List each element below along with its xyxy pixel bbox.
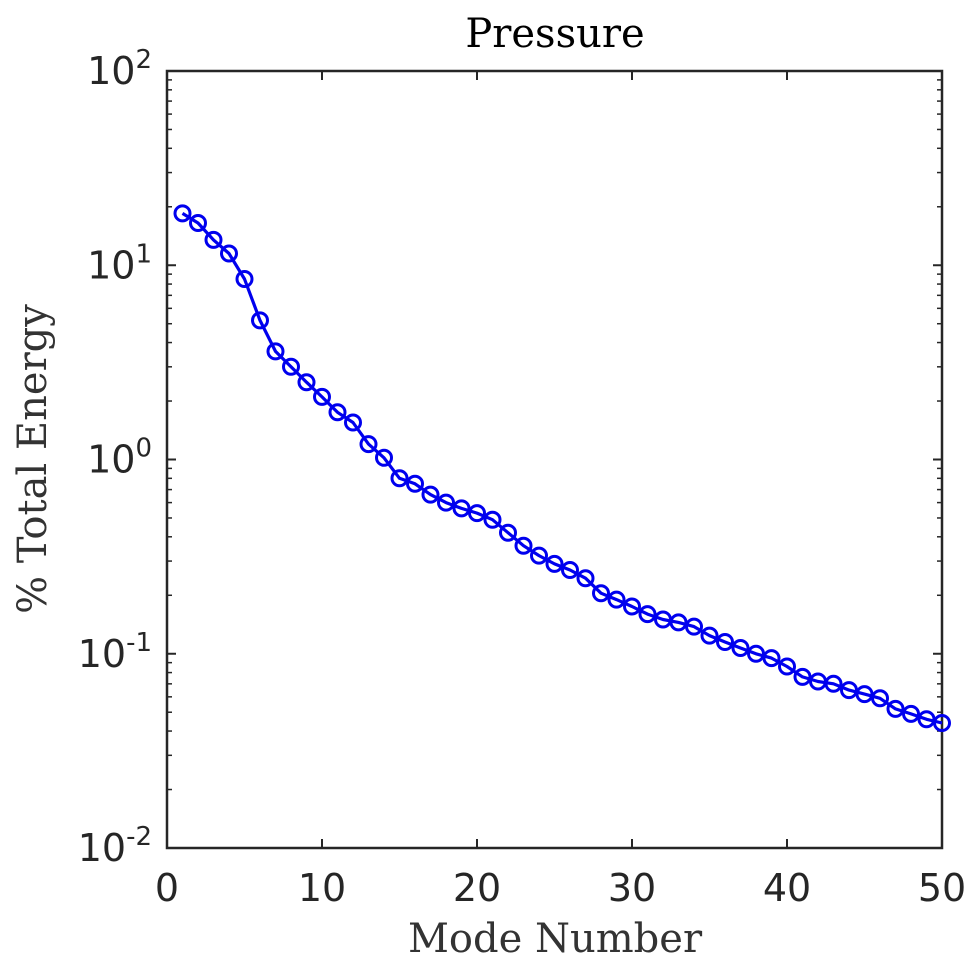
data-point: [266, 342, 285, 361]
data-point: [359, 435, 378, 454]
data-point: [251, 311, 269, 330]
x-axis-ticks: 0 10 20 30 40 50: [155, 71, 966, 910]
y-tick-label-exponent: -1: [126, 628, 152, 658]
data-point: [499, 523, 517, 542]
y-tick-label: 101: [87, 239, 152, 287]
data-point: [700, 626, 719, 645]
data-point: [607, 590, 626, 609]
x-tick-label: 20: [453, 866, 501, 910]
data-point: [545, 554, 564, 573]
data-point: [669, 613, 688, 632]
y-tick-label: 10-2: [78, 822, 152, 870]
data-point: [623, 597, 641, 616]
data-point: [886, 699, 905, 718]
y-tick-label-exponent: 1: [135, 239, 152, 269]
data-point: [344, 413, 362, 432]
data-point: [793, 667, 812, 686]
y-tick-label: 100: [87, 434, 152, 482]
y-axis-label: % Total Energy: [10, 304, 56, 614]
data-point: [173, 204, 192, 223]
axes-box: [165, 69, 944, 850]
x-axis-label: Mode Number: [408, 916, 703, 962]
y-tick-label: 10-1: [78, 628, 152, 676]
data-point: [313, 387, 331, 406]
data-point: [762, 649, 781, 668]
y-tick-label-base: 10: [87, 438, 135, 482]
data-point: [824, 674, 843, 693]
data-point: [933, 714, 951, 732]
y-tick-label-exponent: -2: [126, 822, 152, 852]
data-point: [390, 469, 409, 488]
data-point: [375, 448, 393, 467]
x-tick-label: 40: [763, 866, 811, 910]
data-point: [189, 214, 207, 232]
y-tick-label-base: 10: [78, 632, 126, 676]
data-point: [282, 357, 300, 376]
data-point: [731, 639, 750, 657]
x-tick-label: 10: [298, 866, 346, 910]
data-point: [235, 270, 254, 288]
chart-title: Pressure: [465, 11, 644, 57]
data-point: [468, 504, 486, 523]
data-point: [421, 485, 440, 504]
x-tick-label: 30: [608, 866, 656, 910]
y-tick-label-base: 10: [78, 826, 126, 870]
y-tick-label-base: 10: [87, 243, 135, 287]
data-point: [437, 493, 455, 512]
data-point: [297, 373, 316, 392]
series-layer: [173, 204, 951, 732]
data-point: [220, 244, 238, 263]
data-point: [871, 689, 889, 708]
data-point: [592, 584, 610, 603]
data-point: [685, 617, 703, 636]
data-point: [778, 657, 796, 676]
data-point: [406, 474, 424, 493]
data-point: [747, 644, 765, 663]
data-point: [483, 510, 502, 529]
y-tick-label-exponent: 0: [135, 434, 152, 464]
data-point: [638, 605, 657, 624]
data-point: [902, 704, 920, 723]
y-tick-label-base: 10: [87, 49, 135, 93]
x-tick-label: 50: [918, 866, 966, 910]
data-point: [452, 499, 471, 518]
y-tick-label: 102: [87, 45, 152, 93]
data-point: [561, 561, 579, 579]
series-line: [181, 212, 943, 725]
data-point: [716, 633, 734, 651]
x-tick-label: 0: [155, 866, 179, 910]
data-point: [514, 536, 533, 555]
data-point: [530, 546, 548, 565]
data-point: [204, 230, 223, 249]
plot-area: [165, 69, 944, 850]
data-point: [855, 685, 874, 704]
y-tick-label-exponent: 2: [135, 45, 152, 75]
data-point: [328, 403, 347, 422]
data-point: [576, 569, 595, 588]
